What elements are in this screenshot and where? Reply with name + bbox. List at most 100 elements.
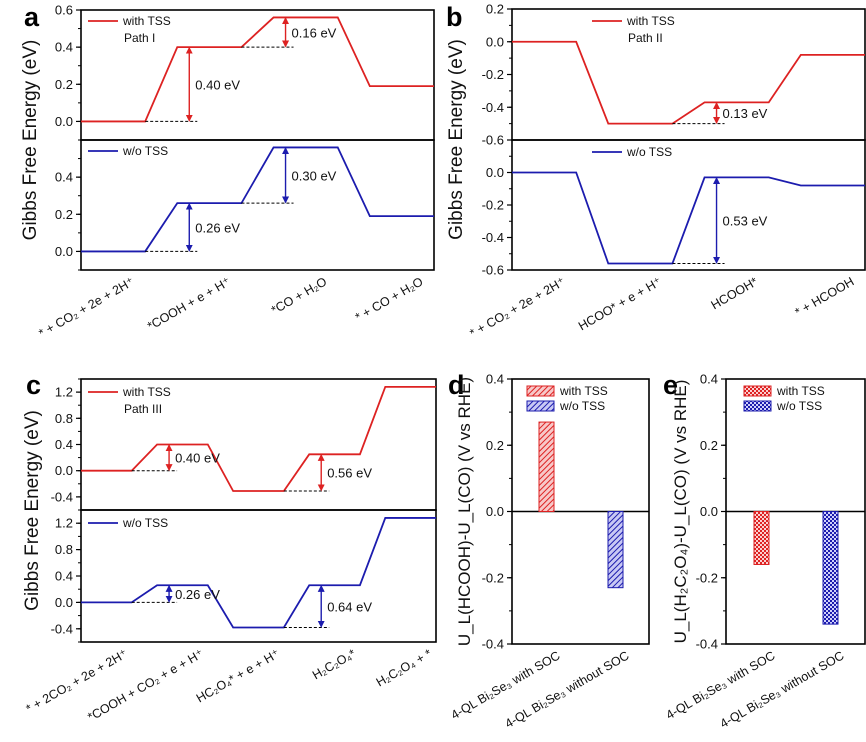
x-tick-label: 4-QL Bi₂Se₃ with SOC xyxy=(449,648,563,722)
y-tick-label: 0.4 xyxy=(700,372,718,387)
legend-label: w/o TSS xyxy=(122,144,168,158)
energy-profile-with_tss xyxy=(81,16,434,123)
y-tick-label: 0.2 xyxy=(486,2,504,17)
y-tick-label: -0.4 xyxy=(696,637,718,652)
legend-swatch-with_tss xyxy=(743,385,772,397)
y-tick-label: 0.0 xyxy=(486,165,504,180)
legend-label: w/o TSS xyxy=(122,516,168,530)
legend-label: with TSS xyxy=(626,14,675,28)
panel-letter: e xyxy=(663,370,678,400)
energy-profile-with_tss xyxy=(81,385,436,492)
legend-label: with TSS xyxy=(559,384,608,398)
x-tick-label: * + HCOOH xyxy=(793,274,857,319)
y-tick-label: 0.0 xyxy=(700,504,718,519)
y-tick-label: -0.6 xyxy=(482,133,504,148)
panel-letter: c xyxy=(26,370,41,400)
y-tick-label: 0.8 xyxy=(55,411,73,426)
x-tick-label: H₂C₂O₄* xyxy=(310,646,358,682)
panel-d: d -0.4 -0.2 0.0 0.2 0.4 U_L(HCOOH)-U_L(CO) (V … xyxy=(448,370,650,731)
bar-wo_tss xyxy=(607,511,624,589)
y-tick-label: 1.2 xyxy=(55,516,73,531)
x-tick-label: 4-QL Bi₂Se₃ with SOC xyxy=(664,648,778,722)
legend-label: w/o TSS xyxy=(626,145,672,159)
barrier-label: 0.56 eV xyxy=(327,466,372,481)
y-tick-label: -0.2 xyxy=(482,67,504,82)
y-tick-label: -0.4 xyxy=(482,637,504,652)
panel-e: e -0.4 -0.2 0.0 0.2 0.4 U_L(H₂C₂O₄)-U_L(CO) (V… xyxy=(663,370,866,731)
y-tick-label: -0.2 xyxy=(482,198,504,213)
x-tick-label: 4-QL Bi₂Se₃ without SOC xyxy=(503,648,632,731)
path-label: Path III xyxy=(124,402,162,416)
y-tick-label: 0.8 xyxy=(55,542,73,557)
barrier-label: 0.16 eV xyxy=(292,25,337,40)
path-label: Path II xyxy=(628,31,663,45)
y-tick-label: 0.4 xyxy=(55,569,73,584)
y-tick-label: -0.2 xyxy=(482,570,504,585)
y-tick-label: 0.4 xyxy=(55,437,73,452)
y-axis-title: U_L(H₂C₂O₄)-U_L(CO) (V vs RHE) xyxy=(671,380,690,644)
y-axis-title: Gibbs Free Energy (eV) xyxy=(446,39,467,240)
x-tick-label: 4-QL Bi₂Se₃ without SOC xyxy=(718,648,847,731)
y-tick-label: 0.2 xyxy=(55,207,73,222)
bar-wo_tss xyxy=(822,511,839,625)
y-tick-label: -0.4 xyxy=(51,489,73,504)
path-label: Path I xyxy=(124,31,155,45)
y-axis-title: U_L(HCOOH)-U_L(CO) (V vs RHE) xyxy=(455,377,474,646)
y-axis-title: Gibbs Free Energy (eV) xyxy=(22,410,43,611)
y-tick-label: 1.2 xyxy=(55,385,73,400)
barrier-label: 0.26 eV xyxy=(175,587,220,602)
legend-label: with TSS xyxy=(122,14,171,28)
x-tick-label: HC₂O₄* + e + H⁺ xyxy=(194,646,282,705)
x-tick-label: HCOOH* xyxy=(709,274,761,312)
y-tick-label: 0.0 xyxy=(55,595,73,610)
barrier-label: 0.13 eV xyxy=(723,106,768,121)
y-tick-label: 0.2 xyxy=(700,438,718,453)
legend-swatch-wo_tss xyxy=(526,400,555,412)
panel-c: c Gibbs Free Energy (eV) -0.4 0.0 0.4 0.8 1.2 0… xyxy=(22,370,437,724)
legend-label: w/o TSS xyxy=(559,399,605,413)
y-axis-title: Gibbs Free Energy (eV) xyxy=(20,40,41,241)
legend-swatch-wo_tss xyxy=(743,400,772,412)
barrier-label: 0.26 eV xyxy=(195,220,240,235)
y-tick-label: 0.0 xyxy=(55,463,73,478)
legend-swatch-with_tss xyxy=(526,385,555,397)
y-tick-label: 0.2 xyxy=(486,438,504,453)
barrier-label: 0.64 eV xyxy=(327,599,372,614)
panel-b: b Gibbs Free Energy (eV) -0.6 -0.4 -0.2 0.0 0.… xyxy=(446,2,866,340)
panel-letter: b xyxy=(446,2,463,32)
y-tick-label: 0.4 xyxy=(55,170,73,185)
barrier-label: 0.40 eV xyxy=(195,77,240,92)
plot-frame xyxy=(511,8,866,141)
x-tick-label: * + CO₂ + 2e + 2H⁺ xyxy=(36,274,136,340)
x-tick-label: * + CO₂ + 2e + 2H⁺ xyxy=(467,274,567,340)
y-tick-label: 0.4 xyxy=(486,372,504,387)
y-tick-label: -0.6 xyxy=(482,263,504,278)
y-tick-label: -0.2 xyxy=(696,570,718,585)
y-tick-label: 0.0 xyxy=(486,504,504,519)
x-tick-label: H₂C₂O₄ + * xyxy=(374,646,435,689)
y-tick-label: -0.4 xyxy=(482,100,504,115)
plot-frame xyxy=(80,9,435,141)
y-tick-label: 0.2 xyxy=(55,77,73,92)
energy-profile-wo_tss xyxy=(81,517,436,629)
legend-label: with TSS xyxy=(122,385,171,399)
legend-label: with TSS xyxy=(776,384,825,398)
panel-letter: d xyxy=(448,370,465,400)
y-tick-label: 0.6 xyxy=(55,3,73,18)
x-tick-label: HCOO* + e + H⁺ xyxy=(576,274,664,333)
y-tick-label: 0.4 xyxy=(55,40,73,55)
bar-with_tss xyxy=(538,421,555,512)
y-tick-label: 0.0 xyxy=(55,244,73,259)
x-tick-label: *COOH + e + H⁺ xyxy=(145,274,233,333)
energy-profile-with_tss xyxy=(512,40,865,125)
y-tick-label: 0.0 xyxy=(55,114,73,129)
legend-label: w/o TSS xyxy=(776,399,822,413)
y-tick-label: -0.4 xyxy=(51,621,73,636)
x-tick-label: * + CO + H₂O xyxy=(353,274,426,324)
energy-profile-wo_tss xyxy=(512,171,865,265)
bar-with_tss xyxy=(753,511,770,565)
barrier-label: 0.40 eV xyxy=(175,451,220,466)
barrier-label: 0.53 eV xyxy=(723,213,768,228)
energy-profile-wo_tss xyxy=(81,146,434,253)
